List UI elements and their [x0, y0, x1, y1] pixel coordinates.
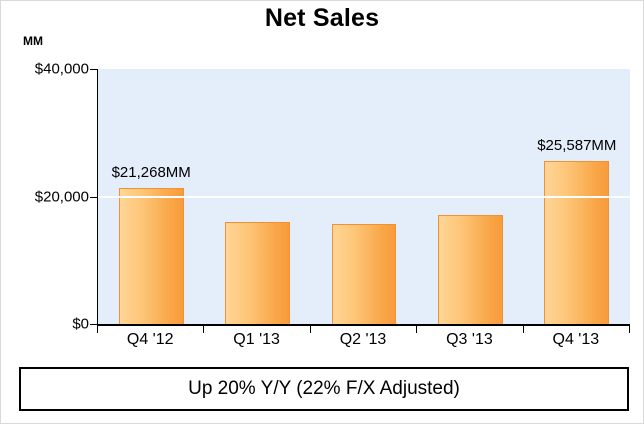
bar-slot: [204, 69, 310, 324]
chart-title: Net Sales: [264, 4, 380, 32]
bar-slot: [417, 69, 523, 324]
bar: [331, 223, 397, 324]
x-axis-labels: Q4 '12 Q1 '13 Q2 '13 Q3 '13 Q4 '13: [97, 331, 629, 349]
x-axis-tick: [522, 326, 524, 333]
x-axis-tick-label: Q3 '13: [446, 331, 493, 348]
bar: [437, 215, 503, 324]
x-axis-tick-label: Q1 '13: [233, 331, 280, 348]
bar: [544, 160, 610, 324]
bar: [118, 188, 184, 324]
y-axis-tick-label: $20,000: [34, 188, 89, 205]
bar-value-label: $25,587MM: [537, 136, 617, 154]
y-axis-tick-label: $0: [72, 315, 89, 333]
y-axis-tick: [90, 324, 98, 325]
bar-slot: [311, 69, 417, 324]
gridline: [98, 195, 630, 198]
bar: [225, 221, 291, 324]
y-axis-unit-label: MM: [23, 34, 43, 48]
annotation-box: Up 20% Y/Y (22% F/X Adjusted): [19, 367, 629, 411]
x-axis-tick: [203, 326, 205, 333]
x-axis-tick: [309, 326, 311, 333]
plot-area: $21,268MM $25,587MM: [90, 69, 630, 333]
y-axis-labels: $0 $20,000 $40,000: [1, 61, 89, 333]
y-axis-tick-label: $40,000: [34, 60, 89, 78]
x-axis-tick-label: Q2 '13: [339, 331, 387, 348]
x-axis-tick: [629, 326, 630, 333]
x-axis-tick-label: Q4 '13: [552, 331, 600, 348]
x-axis-tick: [416, 326, 418, 333]
bar-value-label: $21,268MM: [111, 164, 191, 182]
annotation-text: Up 20% Y/Y (22% F/X Adjusted): [188, 378, 460, 399]
y-axis-tick: [90, 196, 98, 198]
x-axis-tick-label: Q4 '12: [126, 331, 174, 348]
bar-slot: [524, 69, 630, 324]
bars: [98, 69, 630, 324]
bar-slot: [98, 69, 204, 324]
y-axis-tick: [90, 69, 98, 70]
x-axis-tick: [97, 326, 98, 333]
